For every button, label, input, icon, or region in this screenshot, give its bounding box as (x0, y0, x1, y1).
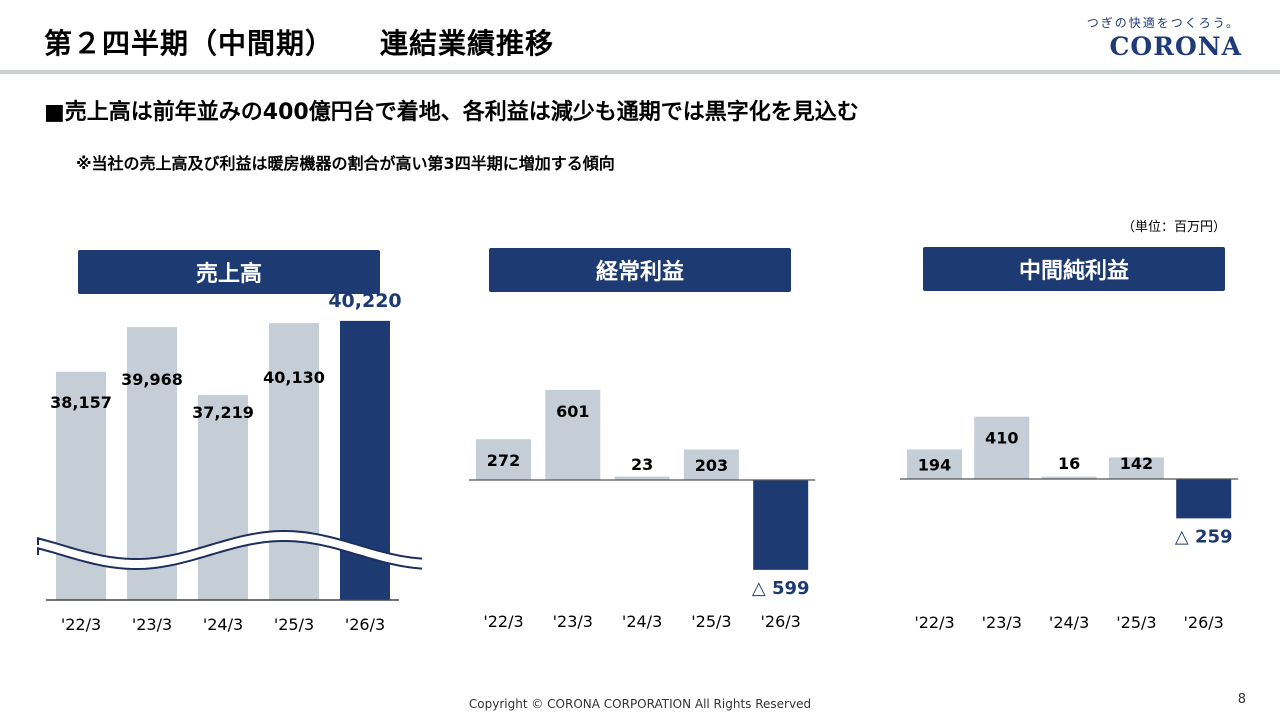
sales-label-1: 39,968 (121, 370, 183, 389)
sales-tick-3: '25/3 (274, 615, 314, 634)
net-income-bar-4 (1176, 479, 1232, 519)
page-title: 第２四半期（中間期） 連結業績推移 (44, 22, 554, 62)
net-income-label-1: 410 (985, 429, 1018, 448)
logo-tagline: つぎの快適をつくろう。 (1086, 16, 1240, 30)
sales-label-2: 37,219 (192, 403, 254, 422)
axis-break-lower (37, 540, 423, 570)
sales-bar-2 (198, 395, 248, 600)
sales-tick-1: '23/3 (132, 615, 172, 634)
ordinary-profit-bar-4 (753, 480, 809, 570)
ordinary-profit-tick-3: '25/3 (691, 612, 731, 631)
title-main: 第２四半期（中間期） (44, 27, 335, 60)
sales-label-4: 40,220 (328, 290, 401, 312)
net-income-bar-0 (907, 449, 962, 479)
net-income-tick-1: '23/3 (982, 613, 1022, 632)
note: ※当社の売上高及び利益は暖房機器の割合が高い第3四半期に増加する傾向 (76, 154, 615, 173)
corona-logo: CORONA (1109, 32, 1242, 61)
copyright-footer: Copyright © CORONA CORPORATION All Right… (468, 697, 812, 711)
net-income-label-2: 16 (1058, 454, 1080, 473)
headline: ■売上高は前年並みの400億円台で着地、各利益は減少も通期では黒字化を見込む (44, 100, 859, 125)
ordinary-profit-bar-0 (476, 439, 531, 480)
net-income-label-3: 142 (1120, 454, 1153, 473)
chart-title-ordinary-profit: 経常利益 (489, 248, 791, 292)
net-income-bar-3 (1108, 457, 1164, 479)
page-number: 8 (1237, 692, 1246, 707)
net-income-bar-1 (974, 416, 1030, 479)
ordinary-profit-tick-4: '26/3 (761, 612, 801, 631)
ordinary-profit-tick-0: '22/3 (483, 612, 523, 631)
ordinary-profit-label-3: 203 (695, 456, 728, 475)
net-income-tick-3: '25/3 (1116, 613, 1156, 632)
ordinary-profit-tick-2: '24/3 (622, 612, 662, 631)
ordinary-profit-tick-1: '23/3 (553, 612, 593, 631)
chart-title-sales: 売上高 (78, 250, 380, 294)
axis-break-upper (37, 530, 423, 560)
ordinary-profit-label-4: △ 599 (752, 578, 810, 599)
header-divider (0, 70, 1280, 74)
ordinary-profit-bar-2 (614, 476, 670, 480)
ordinary-profit-label-2: 23 (631, 455, 653, 474)
sales-tick-2: '24/3 (203, 615, 243, 634)
ordinary-profit-label-0: 272 (487, 451, 520, 470)
ordinary-profit-label-1: 601 (556, 402, 589, 421)
sales-tick-0: '22/3 (61, 615, 101, 634)
net-income-bar-2 (1041, 476, 1097, 479)
ordinary-profit-bar-3 (683, 449, 739, 480)
sales-bar-1 (127, 327, 177, 600)
sales-tick-4: '26/3 (345, 615, 385, 634)
net-income-tick-2: '24/3 (1049, 613, 1089, 632)
sales-label-0: 38,157 (50, 393, 112, 412)
chart-title-net-income: 中間純利益 (923, 247, 1225, 291)
net-income-tick-0: '22/3 (914, 613, 954, 632)
unit-label: （単位：百万円） (1121, 220, 1226, 235)
sales-label-3: 40,130 (263, 368, 325, 387)
net-income-tick-4: '26/3 (1184, 613, 1224, 632)
net-income-label-4: △ 259 (1175, 526, 1233, 547)
ordinary-profit-bar-1 (545, 389, 601, 480)
sales-bar-3 (269, 323, 319, 600)
title-sub: 連結業績推移 (380, 27, 555, 60)
net-income-label-0: 194 (918, 455, 951, 474)
